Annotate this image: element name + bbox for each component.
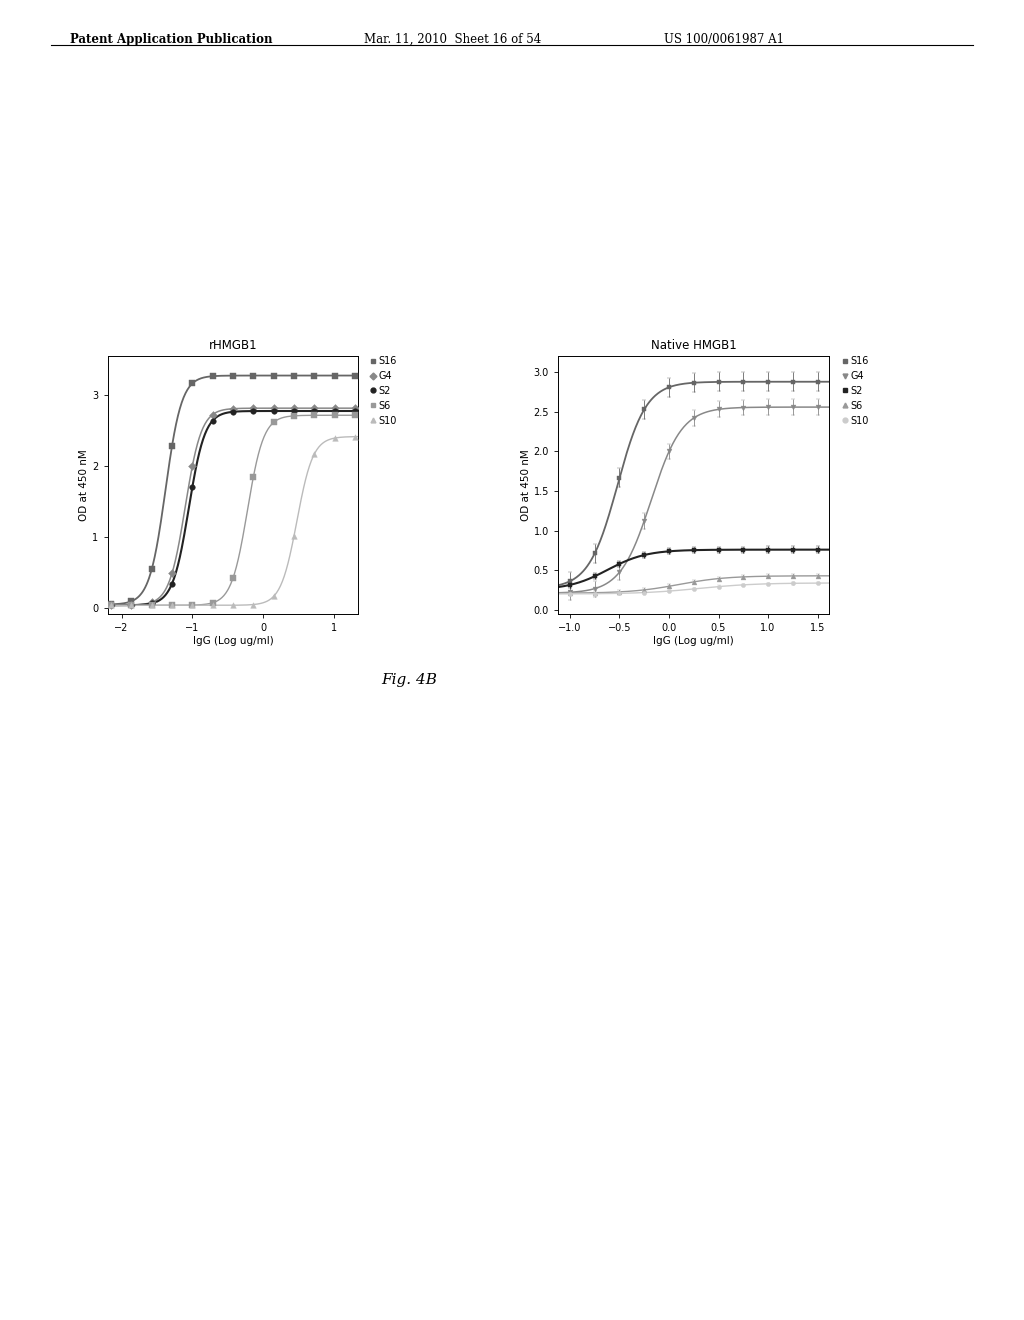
- Point: [123, 595, 139, 616]
- Point: [143, 595, 160, 616]
- Point: [184, 455, 201, 477]
- Point: [102, 595, 119, 616]
- Point: [123, 594, 139, 615]
- Point: [347, 366, 364, 387]
- Point: [184, 595, 201, 616]
- Y-axis label: OD at 450 nM: OD at 450 nM: [80, 449, 89, 521]
- Point: [184, 594, 201, 615]
- Legend: S16, G4, S2, S6, S10: S16, G4, S2, S6, S10: [843, 356, 868, 425]
- Point: [245, 467, 261, 488]
- Point: [143, 593, 160, 614]
- Point: [306, 400, 323, 421]
- Point: [102, 595, 119, 616]
- Point: [224, 366, 241, 387]
- Point: [286, 397, 302, 418]
- Point: [205, 593, 221, 614]
- Point: [265, 397, 282, 418]
- Point: [265, 412, 282, 433]
- Point: [205, 404, 221, 425]
- Point: [347, 397, 364, 418]
- Point: [327, 397, 343, 418]
- Point: [224, 401, 241, 422]
- Point: [164, 595, 180, 616]
- Point: [102, 594, 119, 615]
- Point: [306, 405, 323, 426]
- Point: [123, 594, 139, 615]
- X-axis label: IgG (Log ug/ml): IgG (Log ug/ml): [193, 636, 273, 645]
- Text: Fig. 4B: Fig. 4B: [382, 673, 437, 686]
- Point: [286, 400, 302, 421]
- Point: [102, 595, 119, 616]
- Point: [224, 568, 241, 589]
- Point: [265, 366, 282, 387]
- Point: [164, 595, 180, 616]
- Point: [245, 366, 261, 387]
- Point: [327, 366, 343, 387]
- Point: [347, 405, 364, 426]
- Text: Mar. 11, 2010  Sheet 16 of 54: Mar. 11, 2010 Sheet 16 of 54: [364, 33, 541, 46]
- Point: [184, 477, 201, 498]
- Point: [184, 374, 201, 395]
- Point: [205, 411, 221, 432]
- Y-axis label: OD at 450 nM: OD at 450 nM: [521, 449, 530, 521]
- Text: Patent Application Publication: Patent Application Publication: [70, 33, 272, 46]
- Point: [164, 436, 180, 457]
- Point: [123, 591, 139, 612]
- Point: [265, 586, 282, 607]
- Point: [286, 525, 302, 546]
- Point: [245, 400, 261, 421]
- Title: Native HMGB1: Native HMGB1: [651, 339, 736, 352]
- Point: [347, 426, 364, 447]
- Point: [123, 595, 139, 616]
- Point: [205, 366, 221, 387]
- Point: [102, 595, 119, 616]
- Point: [164, 562, 180, 583]
- Point: [306, 444, 323, 465]
- Point: [327, 400, 343, 421]
- Point: [245, 397, 261, 418]
- Title: rHMGB1: rHMGB1: [209, 339, 257, 352]
- Point: [286, 405, 302, 426]
- Point: [164, 573, 180, 594]
- Legend: S16, G4, S2, S6, S10: S16, G4, S2, S6, S10: [371, 356, 397, 425]
- Text: US 100/0061987 A1: US 100/0061987 A1: [664, 33, 783, 46]
- Point: [306, 366, 323, 387]
- Point: [143, 558, 160, 579]
- Point: [286, 366, 302, 387]
- X-axis label: IgG (Log ug/ml): IgG (Log ug/ml): [653, 636, 734, 645]
- Point: [245, 594, 261, 615]
- Point: [143, 591, 160, 612]
- Point: [306, 397, 323, 418]
- Point: [347, 400, 364, 421]
- Point: [205, 595, 221, 616]
- Point: [327, 405, 343, 426]
- Point: [327, 428, 343, 449]
- Point: [143, 595, 160, 616]
- Point: [265, 400, 282, 421]
- Point: [224, 595, 241, 616]
- Point: [224, 399, 241, 420]
